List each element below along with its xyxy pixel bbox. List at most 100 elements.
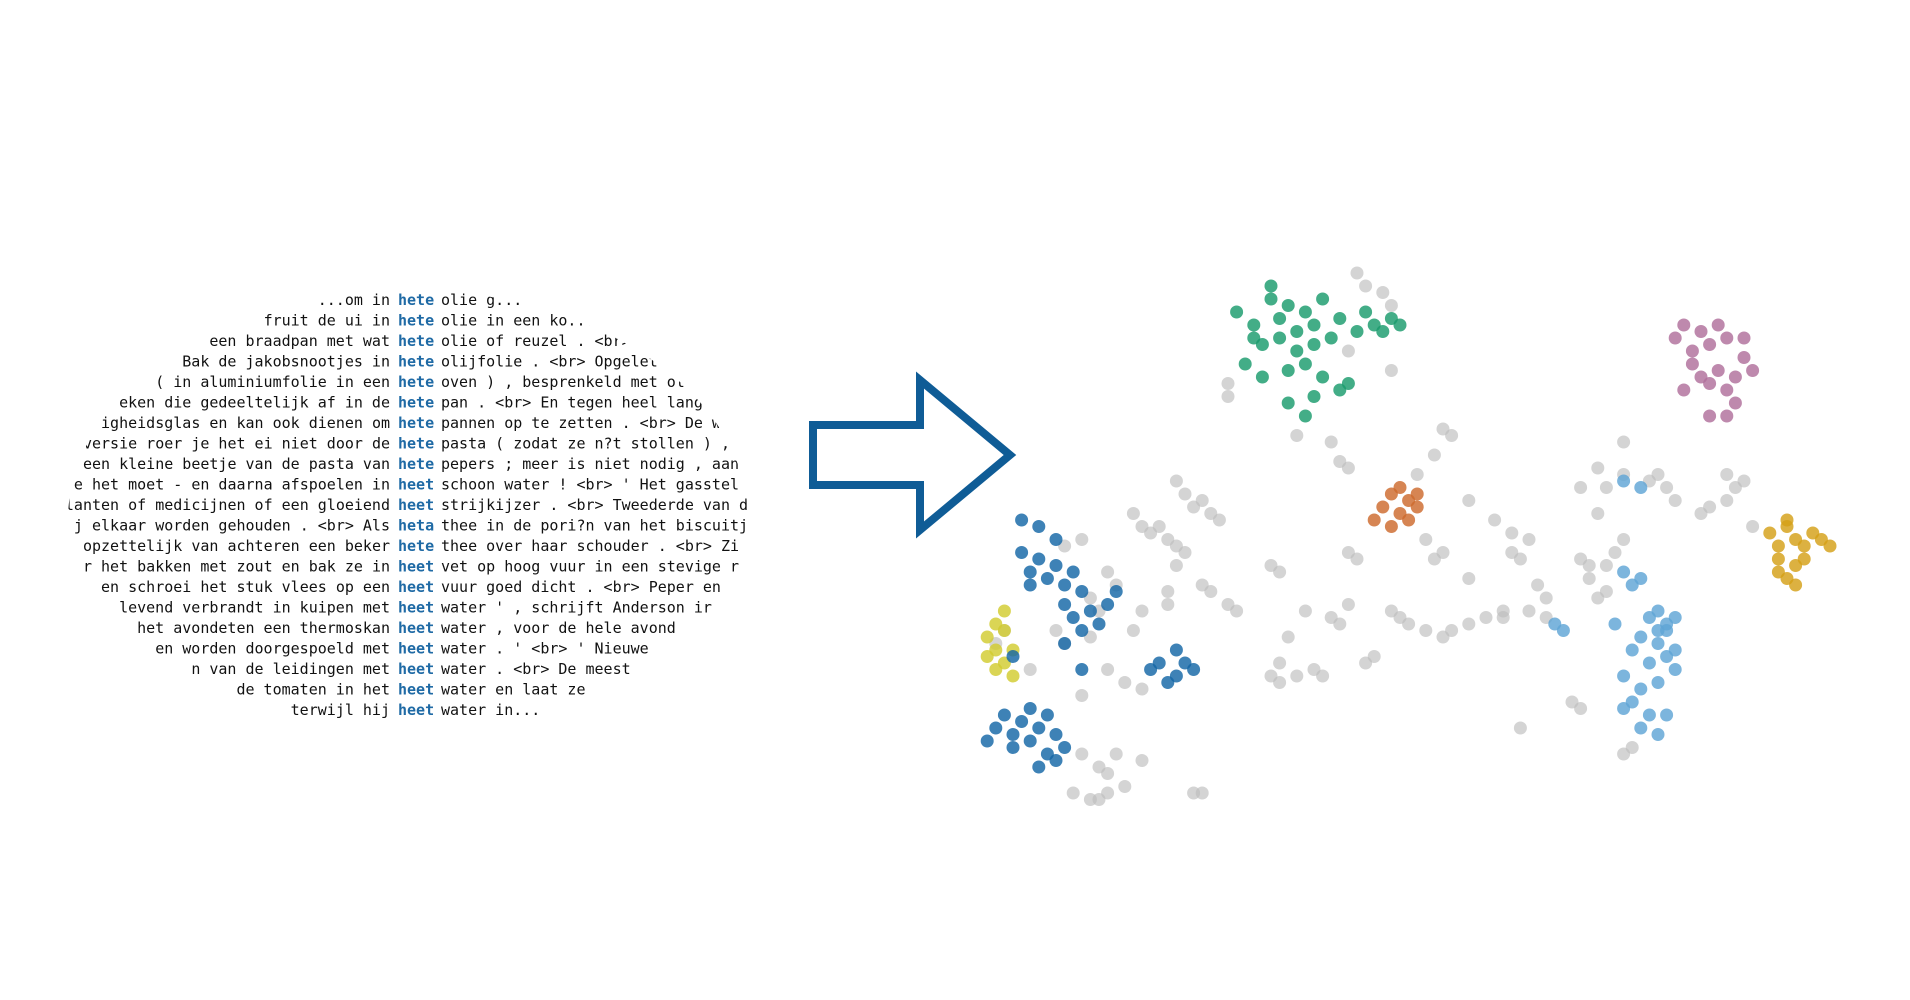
- scatter-point: [1316, 669, 1330, 683]
- scatter-point: [1582, 559, 1596, 572]
- scatter-point: [1015, 513, 1029, 527]
- concordance-keyword: hete: [398, 394, 434, 412]
- scatter-point: [1728, 396, 1742, 410]
- scatter-point: [1771, 539, 1785, 553]
- concordance-left-context: igheidsglas en kan ook dienen om: [101, 414, 390, 432]
- scatter-point: [1333, 617, 1347, 631]
- concordance-right-context: water . ' <br> ' Nieuwe: [441, 640, 649, 658]
- scatter-point: [1247, 318, 1261, 332]
- scatter-point: [1187, 663, 1201, 676]
- scatter-point: [1273, 565, 1287, 579]
- scatter-point: [1720, 383, 1734, 397]
- concordance-left-context: Bak de jakobsnootjes in: [182, 353, 390, 371]
- scatter-point: [1049, 624, 1063, 637]
- scatter-point: [1367, 513, 1381, 527]
- concordance-right-context: vuur goed dicht . <br> Peper en: [441, 578, 721, 596]
- scatter-point: [1376, 325, 1390, 338]
- scatter-point: [1634, 682, 1648, 696]
- scatter-point: [1281, 396, 1295, 410]
- scatter-point: [1513, 552, 1527, 566]
- scatter-point: [1728, 370, 1742, 384]
- concordance-left-context: r het bakken met zout en bak ze in: [83, 558, 390, 576]
- scatter-point: [1651, 676, 1665, 689]
- scatter-point: [1023, 734, 1037, 748]
- concordance-keyword: heet: [398, 701, 434, 719]
- concordance-keyword: heet: [398, 660, 434, 678]
- concordance-keyword: heet: [398, 496, 434, 514]
- scatter-point: [1307, 390, 1321, 403]
- scatter-point: [980, 650, 994, 663]
- scatter-point: [1384, 299, 1398, 312]
- scatter-point: [1479, 611, 1493, 624]
- scatter-point: [1066, 565, 1080, 579]
- scatter-point: [1445, 429, 1459, 442]
- cluster-scatter-plot: [980, 266, 1837, 806]
- scatter-point: [1720, 409, 1734, 423]
- concordance-keyword: heet: [398, 681, 434, 699]
- scatter-point: [1281, 630, 1295, 644]
- scatter-point: [1436, 546, 1450, 559]
- scatter-point: [1118, 676, 1132, 689]
- scatter-point: [1221, 377, 1235, 390]
- scatter-point: [1101, 598, 1115, 611]
- scatter-point: [1169, 559, 1183, 572]
- scatter-point: [1049, 533, 1063, 546]
- concordance-right-context: olie of reuzel . <br>: [441, 332, 631, 350]
- scatter-point: [1238, 357, 1252, 371]
- concordance-left-context: eken die gedeeltelijk af in de: [119, 394, 390, 412]
- concordance-left-context: het avondeten een thermoskan: [137, 619, 390, 637]
- scatter-point: [1617, 702, 1631, 715]
- scatter-point: [1634, 572, 1648, 585]
- scatter-point: [1746, 364, 1760, 377]
- scatter-point: [1642, 708, 1656, 722]
- scatter-point: [1109, 585, 1123, 598]
- scatter-point: [1746, 520, 1760, 533]
- scatter-point: [1169, 474, 1183, 488]
- scatter-point: [1341, 377, 1355, 390]
- scatter-point: [1023, 565, 1037, 579]
- scatter-point: [1737, 351, 1751, 364]
- scatter-point: [1221, 390, 1235, 403]
- scatter-point: [1006, 728, 1020, 741]
- scatter-point: [1135, 754, 1149, 767]
- scatter-point: [1049, 559, 1063, 572]
- scatter-point: [1075, 747, 1089, 761]
- scatter-point: [1496, 611, 1510, 624]
- scatter-point: [1040, 708, 1054, 722]
- concordance-right-context: water , voor de hele avond: [441, 619, 676, 637]
- scatter-point: [1212, 513, 1226, 527]
- scatter-point: [1384, 364, 1398, 377]
- scatter-point: [1101, 565, 1115, 579]
- scatter-point: [1092, 617, 1106, 631]
- scatter-point: [1402, 617, 1416, 631]
- scatter-point: [1273, 676, 1287, 689]
- scatter-point: [1634, 721, 1648, 735]
- scatter-point: [1290, 325, 1304, 338]
- scatter-point: [1694, 325, 1708, 338]
- concordance-left-context: lanten of medicijnen of een gloeiend: [65, 496, 390, 514]
- scatter-point: [1685, 344, 1699, 358]
- concordance-left-context: terwijl hij: [291, 701, 390, 719]
- scatter-point: [1634, 481, 1648, 494]
- scatter-point: [1685, 357, 1699, 371]
- scatter-point: [1625, 643, 1639, 657]
- scatter-point: [1023, 663, 1037, 676]
- concordance-left-context: een braadpan met wat: [209, 332, 390, 350]
- concordance-keyword: heta: [398, 517, 434, 535]
- scatter-point: [1462, 494, 1476, 507]
- scatter-point: [1737, 331, 1751, 345]
- scatter-point: [1608, 546, 1622, 559]
- concordance-right-context: olie in een ko...: [441, 312, 595, 330]
- scatter-point: [1634, 630, 1648, 644]
- scatter-point: [1393, 481, 1407, 494]
- concordance-right-context: olie g...: [441, 291, 522, 309]
- scatter-point: [1599, 559, 1613, 572]
- scatter-point: [1324, 435, 1338, 449]
- scatter-point: [1427, 448, 1441, 462]
- concordance-keyword: hete: [398, 537, 434, 555]
- concordance-right-context: water . <br> De meest: [441, 660, 631, 678]
- scatter-point: [989, 617, 1003, 631]
- scatter-point: [1642, 656, 1656, 670]
- scatter-point: [1178, 487, 1192, 501]
